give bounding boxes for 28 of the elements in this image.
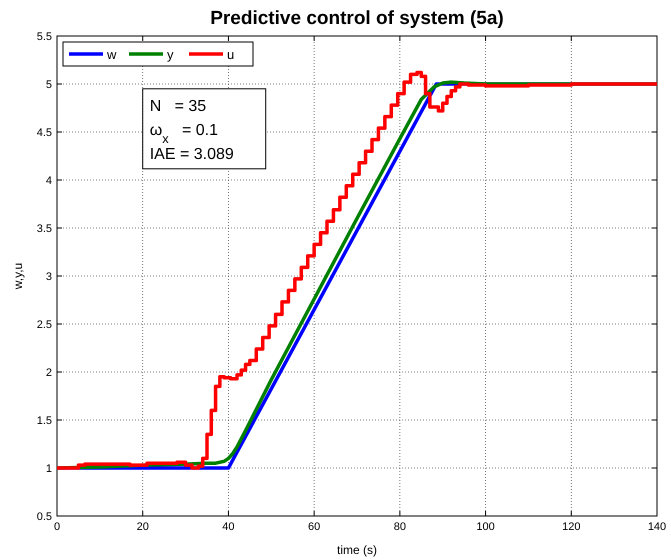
x-tick-label: 40 xyxy=(222,521,235,533)
x-tick-label: 100 xyxy=(476,521,495,533)
y-tick-label: 5 xyxy=(46,79,52,91)
y-tick-label: 1 xyxy=(46,463,52,475)
y-tick-label: 4.5 xyxy=(36,127,52,139)
annotation: IAE = 3.089 xyxy=(150,146,234,163)
x-tick-label: 80 xyxy=(394,521,406,533)
x-tick-label: 120 xyxy=(562,521,580,533)
y-tick-label: 4 xyxy=(46,175,52,187)
y-axis-title: w,y,u xyxy=(11,262,25,290)
y-tick-label: 2 xyxy=(46,367,52,379)
annotation: N = 35 xyxy=(150,98,206,115)
legend-label: w xyxy=(106,47,117,62)
x-tick-label: 20 xyxy=(136,521,149,533)
x-axis-title: time (s) xyxy=(337,543,377,557)
x-tick-label: 60 xyxy=(308,521,320,533)
y-tick-label: 2.5 xyxy=(36,319,52,331)
chart-title: Predictive control of system (5a) xyxy=(210,8,504,29)
y-tick-label: 5.5 xyxy=(36,31,52,43)
legend-label: y xyxy=(167,47,174,62)
x-tick-label: 0 xyxy=(54,521,60,533)
y-tick-label: 3 xyxy=(46,271,52,283)
annotation: ω$_{x}$ = 0.1 xyxy=(150,122,218,146)
y-tick-label: 1.5 xyxy=(36,415,52,427)
y-tick-label: 0.5 xyxy=(36,511,52,523)
legend-label: u xyxy=(227,47,234,62)
x-tick-label: 140 xyxy=(648,521,666,533)
y-tick-label: 3.5 xyxy=(36,223,52,235)
